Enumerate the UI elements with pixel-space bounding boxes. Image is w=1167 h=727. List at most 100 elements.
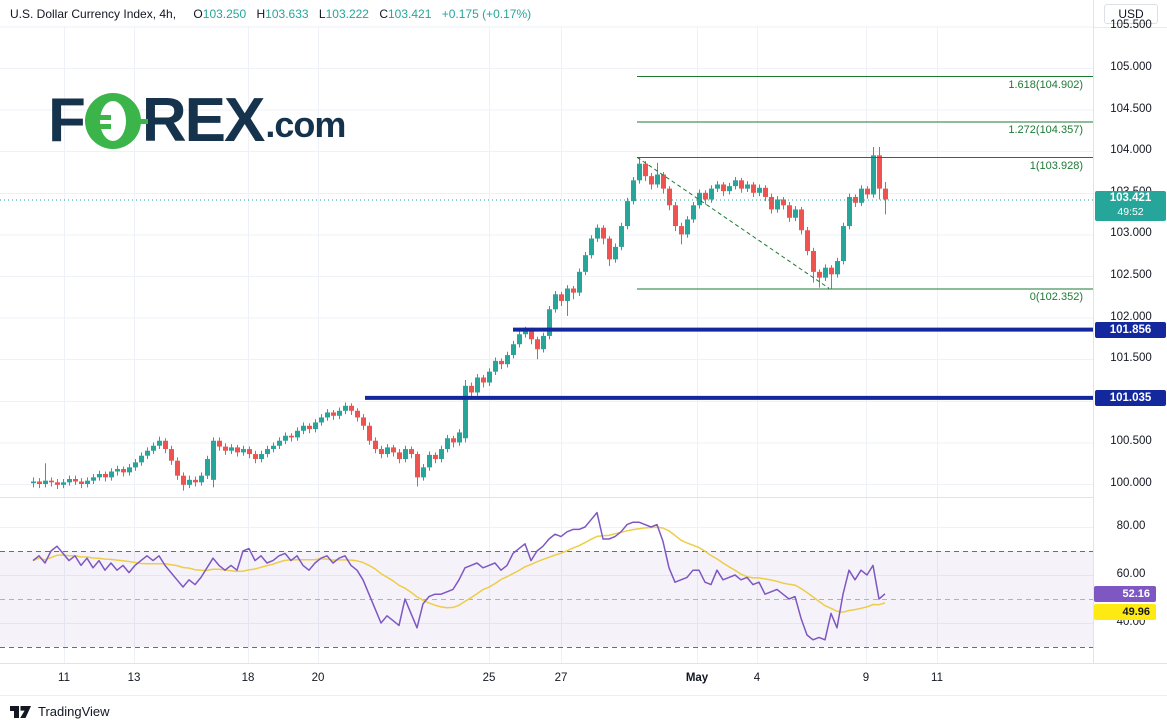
candle [457, 432, 462, 443]
candle [217, 440, 222, 447]
grid-layer [0, 26, 1093, 663]
rsi-ma-value-badge: 49.96 [1094, 604, 1156, 620]
ohlc-close-value: 103.421 [388, 7, 432, 21]
candle [811, 251, 816, 272]
candle [823, 267, 828, 278]
candle [355, 410, 360, 418]
logo-text-com: .com [265, 104, 346, 145]
candle [565, 288, 570, 301]
candle [661, 174, 666, 189]
candle [553, 294, 558, 310]
candle [109, 471, 114, 478]
chart-plot-area[interactable]: U.S. Dollar Currency Index, 4h, O103.250… [0, 0, 1156, 663]
candle [859, 188, 864, 203]
candle [157, 440, 162, 446]
candle [85, 480, 90, 484]
price-tick: 104.500 [1110, 102, 1152, 115]
candle [631, 180, 636, 202]
time-tick: 4 [753, 672, 761, 684]
price-tick: 104.000 [1110, 144, 1152, 157]
candle [853, 196, 858, 203]
trendline-drawing[interactable] [636, 156, 830, 289]
candle [655, 174, 660, 185]
candle [757, 187, 762, 193]
candle [235, 447, 240, 453]
ohlc-open-label: O [193, 7, 203, 21]
symbol-title[interactable]: U.S. Dollar Currency Index, 4h, [10, 7, 177, 21]
candle [649, 176, 654, 185]
price-change: +0.175 (+0.17%) [441, 7, 532, 21]
candle [265, 449, 270, 455]
candle [409, 449, 414, 455]
candle [121, 469, 126, 473]
logo-text-rex: REX [141, 86, 265, 155]
time-tick: 27 [554, 672, 568, 684]
support-line-badge-101856: 101.856 [1095, 321, 1166, 338]
currency-selector[interactable]: USD [1104, 4, 1158, 24]
time-axis[interactable]: 11 13 18 20 25 27 May 4 9 11 [0, 663, 1167, 695]
candle [763, 187, 768, 197]
candle [151, 445, 156, 451]
candle [523, 330, 528, 335]
candle [733, 180, 738, 187]
support-lines[interactable] [365, 327, 1093, 400]
rsi-tick: 60.00 [1116, 568, 1146, 580]
candle [703, 192, 708, 200]
candle [91, 477, 96, 481]
candle [469, 385, 474, 393]
tradingview-logo-icon[interactable] [10, 704, 32, 720]
candle [871, 155, 876, 195]
fib-extension-drawing[interactable] [637, 76, 1093, 290]
fib-level-label: 0(102.352) [1029, 291, 1083, 304]
rsi-line [32, 511, 886, 641]
logo-text-f: F [48, 86, 86, 155]
time-tick: 20 [311, 672, 325, 684]
candle [391, 447, 396, 453]
symbol-header[interactable]: U.S. Dollar Currency Index, 4h, O103.250… [10, 7, 531, 21]
candle [865, 188, 870, 195]
candle [739, 180, 744, 189]
candle [241, 449, 246, 453]
candle [277, 440, 282, 446]
candle [199, 475, 204, 483]
candle [691, 205, 696, 220]
candle [421, 467, 426, 478]
candle [97, 474, 102, 478]
candle [127, 467, 132, 473]
candle [61, 482, 66, 485]
time-tick: 13 [127, 672, 141, 684]
price-tick: 105.500 [1110, 19, 1152, 32]
candle [223, 446, 228, 451]
candle [805, 230, 810, 252]
candle [55, 482, 60, 485]
time-tick: 11 [58, 672, 70, 684]
current-price-value: 103.421 [1109, 192, 1152, 205]
candle [451, 438, 456, 443]
candle [205, 459, 210, 476]
candle [247, 449, 252, 455]
candle [463, 385, 468, 439]
axis-header-divider [1094, 27, 1167, 28]
candle [745, 184, 750, 189]
candle [727, 186, 732, 192]
candle [295, 430, 300, 438]
chart-canvas[interactable] [0, 0, 1093, 663]
candle [325, 412, 330, 418]
support-line-badge-101035: 101.035 [1095, 389, 1166, 406]
tradingview-logo-text[interactable]: TradingView [38, 704, 110, 719]
candle [475, 377, 480, 393]
candle [415, 454, 420, 478]
ohlc-high-label: H [256, 7, 266, 21]
candle [721, 184, 726, 192]
candle [43, 480, 48, 484]
candle [769, 196, 774, 210]
candle [103, 474, 108, 478]
candle [115, 469, 120, 472]
price-axis[interactable]: USD 105.500105.000104.500104.000103.5001… [1093, 0, 1167, 663]
candle [619, 226, 624, 247]
candle [73, 479, 78, 482]
rsi-tick: 80.00 [1116, 520, 1146, 532]
candle [529, 330, 534, 340]
candle [343, 405, 348, 411]
